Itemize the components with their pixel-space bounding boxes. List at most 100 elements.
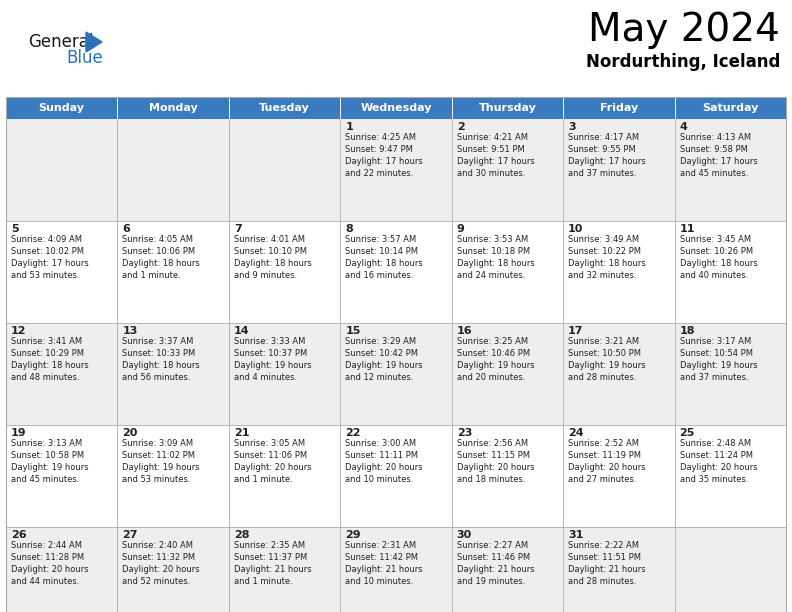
Text: Sunrise: 2:22 AM
Sunset: 11:51 PM
Daylight: 21 hours
and 28 minutes.: Sunrise: 2:22 AM Sunset: 11:51 PM Daylig… — [568, 541, 645, 586]
Text: Sunrise: 3:33 AM
Sunset: 10:37 PM
Daylight: 19 hours
and 4 minutes.: Sunrise: 3:33 AM Sunset: 10:37 PM Daylig… — [234, 337, 311, 382]
Text: Nordurthing, Iceland: Nordurthing, Iceland — [585, 53, 780, 71]
Text: Sunrise: 2:35 AM
Sunset: 11:37 PM
Daylight: 21 hours
and 1 minute.: Sunrise: 2:35 AM Sunset: 11:37 PM Daylig… — [234, 541, 311, 586]
Text: Sunrise: 2:27 AM
Sunset: 11:46 PM
Daylight: 21 hours
and 19 minutes.: Sunrise: 2:27 AM Sunset: 11:46 PM Daylig… — [457, 541, 535, 586]
Bar — [675, 527, 786, 612]
Text: Monday: Monday — [149, 103, 197, 113]
Text: Sunday: Sunday — [39, 103, 85, 113]
Text: 8: 8 — [345, 224, 353, 234]
Text: Sunrise: 3:29 AM
Sunset: 10:42 PM
Daylight: 19 hours
and 12 minutes.: Sunrise: 3:29 AM Sunset: 10:42 PM Daylig… — [345, 337, 423, 382]
Bar — [229, 323, 341, 425]
Bar — [6, 119, 117, 221]
Text: Tuesday: Tuesday — [259, 103, 310, 113]
Text: 15: 15 — [345, 326, 360, 336]
Text: Sunrise: 3:37 AM
Sunset: 10:33 PM
Daylight: 18 hours
and 56 minutes.: Sunrise: 3:37 AM Sunset: 10:33 PM Daylig… — [123, 337, 200, 382]
Text: Sunrise: 4:17 AM
Sunset: 9:55 PM
Daylight: 17 hours
and 37 minutes.: Sunrise: 4:17 AM Sunset: 9:55 PM Dayligh… — [568, 133, 646, 179]
Bar — [563, 97, 675, 119]
Text: Sunrise: 3:25 AM
Sunset: 10:46 PM
Daylight: 19 hours
and 20 minutes.: Sunrise: 3:25 AM Sunset: 10:46 PM Daylig… — [457, 337, 535, 382]
Bar — [6, 425, 117, 527]
Bar — [451, 323, 563, 425]
Polygon shape — [86, 32, 102, 52]
Text: 23: 23 — [457, 428, 472, 438]
Text: 24: 24 — [568, 428, 584, 438]
Bar — [6, 97, 786, 612]
Bar — [451, 425, 563, 527]
Text: Sunrise: 3:57 AM
Sunset: 10:14 PM
Daylight: 18 hours
and 16 minutes.: Sunrise: 3:57 AM Sunset: 10:14 PM Daylig… — [345, 235, 423, 280]
Bar — [675, 221, 786, 323]
Text: Sunrise: 2:52 AM
Sunset: 11:19 PM
Daylight: 20 hours
and 27 minutes.: Sunrise: 2:52 AM Sunset: 11:19 PM Daylig… — [568, 439, 645, 485]
Text: Sunrise: 3:17 AM
Sunset: 10:54 PM
Daylight: 19 hours
and 37 minutes.: Sunrise: 3:17 AM Sunset: 10:54 PM Daylig… — [680, 337, 757, 382]
Text: 1: 1 — [345, 122, 353, 132]
Bar — [675, 97, 786, 119]
Text: Blue: Blue — [66, 49, 103, 67]
Bar — [117, 221, 229, 323]
Bar — [563, 221, 675, 323]
Bar — [563, 323, 675, 425]
Text: Sunrise: 4:21 AM
Sunset: 9:51 PM
Daylight: 17 hours
and 30 minutes.: Sunrise: 4:21 AM Sunset: 9:51 PM Dayligh… — [457, 133, 535, 179]
Text: 29: 29 — [345, 530, 361, 540]
Bar — [229, 425, 341, 527]
Text: 14: 14 — [234, 326, 249, 336]
Text: 16: 16 — [457, 326, 472, 336]
Bar — [451, 119, 563, 221]
Bar — [675, 425, 786, 527]
Text: Sunrise: 2:44 AM
Sunset: 11:28 PM
Daylight: 20 hours
and 44 minutes.: Sunrise: 2:44 AM Sunset: 11:28 PM Daylig… — [11, 541, 89, 586]
Bar — [341, 119, 451, 221]
Text: 9: 9 — [457, 224, 465, 234]
Bar — [675, 323, 786, 425]
Bar — [341, 527, 451, 612]
Text: Sunrise: 3:21 AM
Sunset: 10:50 PM
Daylight: 19 hours
and 28 minutes.: Sunrise: 3:21 AM Sunset: 10:50 PM Daylig… — [568, 337, 645, 382]
Text: Wednesday: Wednesday — [360, 103, 432, 113]
Bar — [229, 119, 341, 221]
Bar — [229, 97, 341, 119]
Text: 25: 25 — [680, 428, 695, 438]
Bar — [6, 97, 117, 119]
Text: Saturday: Saturday — [702, 103, 759, 113]
Bar — [117, 323, 229, 425]
Text: 30: 30 — [457, 530, 472, 540]
Bar — [675, 119, 786, 221]
Bar — [117, 425, 229, 527]
Bar — [117, 119, 229, 221]
Text: 31: 31 — [568, 530, 584, 540]
Text: 17: 17 — [568, 326, 584, 336]
Text: 11: 11 — [680, 224, 695, 234]
Text: 5: 5 — [11, 224, 19, 234]
Text: Sunrise: 4:01 AM
Sunset: 10:10 PM
Daylight: 18 hours
and 9 minutes.: Sunrise: 4:01 AM Sunset: 10:10 PM Daylig… — [234, 235, 311, 280]
Bar — [229, 221, 341, 323]
Text: Sunrise: 3:00 AM
Sunset: 11:11 PM
Daylight: 20 hours
and 10 minutes.: Sunrise: 3:00 AM Sunset: 11:11 PM Daylig… — [345, 439, 423, 485]
Bar — [451, 221, 563, 323]
Text: 28: 28 — [234, 530, 249, 540]
Text: 4: 4 — [680, 122, 687, 132]
Text: 7: 7 — [234, 224, 242, 234]
Text: 2: 2 — [457, 122, 464, 132]
Text: 26: 26 — [11, 530, 27, 540]
Text: 13: 13 — [123, 326, 138, 336]
Text: Sunrise: 2:40 AM
Sunset: 11:32 PM
Daylight: 20 hours
and 52 minutes.: Sunrise: 2:40 AM Sunset: 11:32 PM Daylig… — [123, 541, 200, 586]
Bar — [563, 425, 675, 527]
Bar — [6, 323, 117, 425]
Bar — [451, 527, 563, 612]
Text: Sunrise: 3:45 AM
Sunset: 10:26 PM
Daylight: 18 hours
and 40 minutes.: Sunrise: 3:45 AM Sunset: 10:26 PM Daylig… — [680, 235, 757, 280]
Text: 20: 20 — [123, 428, 138, 438]
Text: Sunrise: 2:56 AM
Sunset: 11:15 PM
Daylight: 20 hours
and 18 minutes.: Sunrise: 2:56 AM Sunset: 11:15 PM Daylig… — [457, 439, 535, 485]
Text: May 2024: May 2024 — [588, 11, 780, 49]
Text: Sunrise: 3:49 AM
Sunset: 10:22 PM
Daylight: 18 hours
and 32 minutes.: Sunrise: 3:49 AM Sunset: 10:22 PM Daylig… — [568, 235, 646, 280]
Bar — [117, 527, 229, 612]
Text: Sunrise: 3:09 AM
Sunset: 11:02 PM
Daylight: 19 hours
and 53 minutes.: Sunrise: 3:09 AM Sunset: 11:02 PM Daylig… — [123, 439, 200, 485]
Text: 12: 12 — [11, 326, 26, 336]
Text: 21: 21 — [234, 428, 249, 438]
Text: Sunrise: 3:41 AM
Sunset: 10:29 PM
Daylight: 18 hours
and 48 minutes.: Sunrise: 3:41 AM Sunset: 10:29 PM Daylig… — [11, 337, 89, 382]
Text: 18: 18 — [680, 326, 695, 336]
Bar — [6, 527, 117, 612]
Bar — [563, 119, 675, 221]
Text: Sunrise: 4:25 AM
Sunset: 9:47 PM
Daylight: 17 hours
and 22 minutes.: Sunrise: 4:25 AM Sunset: 9:47 PM Dayligh… — [345, 133, 423, 179]
Bar — [117, 97, 229, 119]
Text: Thursday: Thursday — [478, 103, 536, 113]
Text: Sunrise: 2:48 AM
Sunset: 11:24 PM
Daylight: 20 hours
and 35 minutes.: Sunrise: 2:48 AM Sunset: 11:24 PM Daylig… — [680, 439, 757, 485]
Bar — [341, 425, 451, 527]
Text: Sunrise: 3:53 AM
Sunset: 10:18 PM
Daylight: 18 hours
and 24 minutes.: Sunrise: 3:53 AM Sunset: 10:18 PM Daylig… — [457, 235, 535, 280]
Text: Sunrise: 3:13 AM
Sunset: 10:58 PM
Daylight: 19 hours
and 45 minutes.: Sunrise: 3:13 AM Sunset: 10:58 PM Daylig… — [11, 439, 89, 485]
Text: 3: 3 — [568, 122, 576, 132]
Text: General: General — [28, 33, 93, 51]
Text: Friday: Friday — [600, 103, 638, 113]
